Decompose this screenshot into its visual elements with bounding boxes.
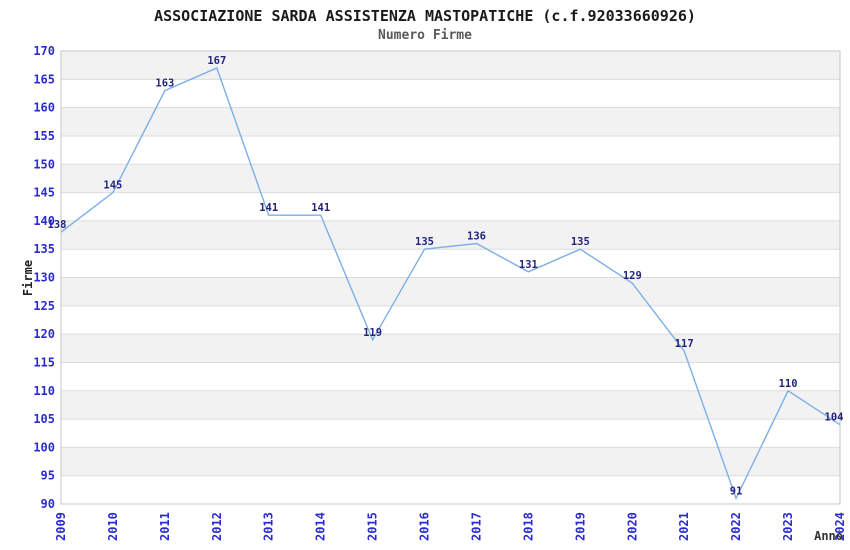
x-tick-label: 2017 bbox=[470, 512, 484, 541]
data-label: 117 bbox=[675, 338, 694, 350]
x-tick-label: 2024 bbox=[833, 512, 847, 541]
y-tick-label: 150 bbox=[33, 157, 55, 171]
plot-band bbox=[61, 220, 840, 250]
y-tick-label: 140 bbox=[33, 214, 55, 228]
y-tick-label: 115 bbox=[33, 355, 55, 369]
y-tick-label: 125 bbox=[33, 299, 55, 313]
x-tick-label: 2016 bbox=[418, 512, 432, 541]
x-tick-label: 2020 bbox=[625, 512, 639, 541]
data-label: 141 bbox=[311, 202, 330, 214]
y-tick-label: 110 bbox=[33, 384, 55, 398]
x-axis-title: Anno bbox=[814, 529, 843, 543]
chart-subtitle: Numero Firme bbox=[378, 28, 472, 43]
data-label: 136 bbox=[467, 231, 486, 243]
x-tick-label: 2023 bbox=[781, 512, 795, 541]
data-label: 129 bbox=[623, 270, 642, 282]
plot-border bbox=[60, 50, 841, 505]
x-tick-label: 2012 bbox=[210, 512, 224, 541]
y-tick-label: 155 bbox=[33, 129, 55, 143]
plot-band bbox=[61, 164, 840, 193]
x-tick-label: 2021 bbox=[677, 512, 691, 541]
plot-band bbox=[61, 447, 840, 476]
data-label: 91 bbox=[730, 485, 743, 497]
x-tick-label: 2022 bbox=[729, 512, 743, 541]
data-label: 131 bbox=[519, 259, 538, 271]
data-label: 163 bbox=[155, 78, 174, 90]
plot-band bbox=[61, 334, 840, 363]
data-line bbox=[60, 67, 841, 501]
x-tick-label: 2011 bbox=[158, 512, 172, 541]
y-tick-label: 165 bbox=[33, 72, 55, 86]
data-label: 135 bbox=[571, 236, 590, 248]
data-label: 104 bbox=[825, 412, 844, 424]
y-tick-label: 160 bbox=[33, 101, 55, 115]
plot-band bbox=[61, 277, 840, 306]
y-tick-label: 130 bbox=[33, 271, 55, 285]
y-tick-label: 105 bbox=[33, 412, 55, 426]
x-tick-label: 2013 bbox=[262, 512, 276, 541]
data-label: 167 bbox=[207, 55, 226, 67]
plot-band bbox=[61, 51, 840, 80]
y-tick-label: 145 bbox=[33, 186, 55, 200]
y-tick-label: 90 bbox=[41, 497, 55, 511]
x-tick-label: 2015 bbox=[366, 512, 380, 541]
data-label: 141 bbox=[259, 202, 278, 214]
chart-title: ASSOCIAZIONE SARDA ASSISTENZA MASTOPATIC… bbox=[154, 7, 696, 25]
plot-band bbox=[61, 390, 840, 420]
x-tick-label: 2009 bbox=[54, 512, 68, 541]
x-tick-label: 2010 bbox=[106, 512, 120, 541]
data-label: 145 bbox=[103, 180, 122, 192]
x-tick-label: 2019 bbox=[573, 512, 587, 541]
y-tick-label: 100 bbox=[33, 440, 55, 454]
y-tick-label: 135 bbox=[33, 242, 55, 256]
data-label: 138 bbox=[48, 219, 67, 231]
y-tick-label: 170 bbox=[33, 44, 55, 58]
data-label: 110 bbox=[779, 378, 798, 390]
y-tick-label: 95 bbox=[41, 469, 55, 483]
y-tick-label: 120 bbox=[33, 327, 55, 341]
data-label: 119 bbox=[363, 327, 382, 339]
x-tick-label: 2014 bbox=[314, 512, 328, 541]
data-label: 135 bbox=[415, 236, 434, 248]
plot-band bbox=[61, 107, 840, 136]
x-tick-label: 2018 bbox=[521, 512, 535, 541]
